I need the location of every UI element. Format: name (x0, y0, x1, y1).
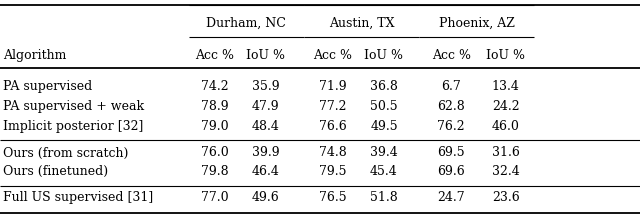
Text: 78.9: 78.9 (200, 100, 228, 113)
Text: 79.8: 79.8 (200, 165, 228, 178)
Text: 23.6: 23.6 (492, 191, 520, 204)
Text: 62.8: 62.8 (437, 100, 465, 113)
Text: IoU %: IoU % (486, 49, 525, 62)
Text: 71.9: 71.9 (319, 80, 347, 93)
Text: 45.4: 45.4 (370, 165, 398, 178)
Text: Austin, TX: Austin, TX (329, 16, 394, 29)
Text: 69.5: 69.5 (437, 146, 465, 159)
Text: Durham, NC: Durham, NC (207, 16, 286, 29)
Text: 31.6: 31.6 (492, 146, 520, 159)
Text: 48.4: 48.4 (252, 120, 280, 133)
Text: 49.5: 49.5 (370, 120, 398, 133)
Text: 74.8: 74.8 (319, 146, 347, 159)
Text: 69.6: 69.6 (437, 165, 465, 178)
Text: 76.5: 76.5 (319, 191, 347, 204)
Text: 50.5: 50.5 (370, 100, 398, 113)
Text: 76.2: 76.2 (437, 120, 465, 133)
Text: 79.5: 79.5 (319, 165, 346, 178)
Text: 35.9: 35.9 (252, 80, 280, 93)
Text: 79.0: 79.0 (200, 120, 228, 133)
Text: Algorithm: Algorithm (3, 49, 67, 62)
Text: Ours (finetuned): Ours (finetuned) (3, 165, 108, 178)
Text: 49.6: 49.6 (252, 191, 280, 204)
Text: 76.6: 76.6 (319, 120, 347, 133)
Text: 24.2: 24.2 (492, 100, 520, 113)
Text: 74.2: 74.2 (200, 80, 228, 93)
Text: 39.4: 39.4 (370, 146, 398, 159)
Text: 47.9: 47.9 (252, 100, 280, 113)
Text: 76.0: 76.0 (200, 146, 228, 159)
Text: 51.8: 51.8 (370, 191, 398, 204)
Text: PA supervised: PA supervised (3, 80, 92, 93)
Text: IoU %: IoU % (365, 49, 403, 62)
Text: 24.7: 24.7 (437, 191, 465, 204)
Text: 36.8: 36.8 (370, 80, 398, 93)
Text: Full US supervised [31]: Full US supervised [31] (3, 191, 154, 204)
Text: Ours (from scratch): Ours (from scratch) (3, 146, 129, 159)
Text: IoU %: IoU % (246, 49, 285, 62)
Text: Acc %: Acc % (314, 49, 352, 62)
Text: Acc %: Acc % (432, 49, 470, 62)
Text: PA supervised + weak: PA supervised + weak (3, 100, 145, 113)
Text: 46.0: 46.0 (492, 120, 520, 133)
Text: 32.4: 32.4 (492, 165, 520, 178)
Text: 46.4: 46.4 (252, 165, 280, 178)
Text: 77.2: 77.2 (319, 100, 346, 113)
Text: 13.4: 13.4 (492, 80, 520, 93)
Text: 39.9: 39.9 (252, 146, 280, 159)
Text: 77.0: 77.0 (200, 191, 228, 204)
Text: Phoenix, AZ: Phoenix, AZ (439, 16, 515, 29)
Text: 6.7: 6.7 (442, 80, 461, 93)
Text: Acc %: Acc % (195, 49, 234, 62)
Text: Implicit posterior [32]: Implicit posterior [32] (3, 120, 143, 133)
